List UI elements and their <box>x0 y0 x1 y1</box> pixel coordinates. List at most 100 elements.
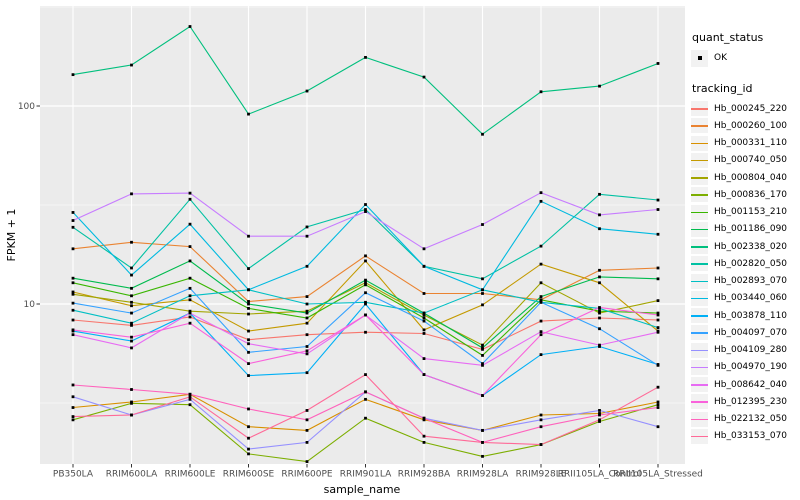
data-point <box>481 223 484 226</box>
data-point <box>305 428 309 432</box>
legend-item-Hb_001186_090: Hb_001186_090 <box>691 221 799 238</box>
data-point <box>598 213 601 217</box>
data-point <box>539 300 543 304</box>
data-point <box>598 268 601 272</box>
data-point <box>422 319 426 323</box>
data-point <box>598 327 601 331</box>
legend-item-label: Hb_003440_060 <box>714 293 788 304</box>
data-point <box>598 192 601 196</box>
data-point <box>247 267 250 270</box>
data-point <box>539 443 543 446</box>
series-Hb_000740_050 <box>71 259 660 333</box>
data-point <box>188 321 192 325</box>
legend-item-label: Hb_002820_050 <box>714 258 788 269</box>
data-point <box>364 259 367 263</box>
data-point <box>364 313 367 317</box>
data-point <box>656 313 660 317</box>
data-point <box>598 84 601 88</box>
data-point <box>305 264 309 268</box>
data-point <box>422 264 426 268</box>
series-Hb_022132_050 <box>71 383 660 444</box>
data-point <box>656 330 660 334</box>
data-point <box>130 63 133 67</box>
data-point <box>130 388 133 391</box>
data-point <box>656 198 660 202</box>
data-point <box>71 73 75 77</box>
data-point <box>481 363 484 367</box>
data-point <box>71 281 75 285</box>
legend-key-swatch <box>691 170 708 186</box>
y-tick-label: 10 <box>24 300 36 310</box>
data-point <box>656 311 660 315</box>
legend-item-label: Hb_000836_170 <box>714 189 788 200</box>
data-point <box>71 290 75 294</box>
y-tick-label: 100 <box>18 102 35 112</box>
legend-item-Hb_000245_220: Hb_000245_220 <box>691 100 799 117</box>
data-point <box>598 281 601 285</box>
data-point <box>364 55 367 59</box>
legend-item-label: Hb_004109_280 <box>714 345 788 356</box>
legend-line-icon <box>691 194 708 196</box>
data-point <box>364 291 367 295</box>
x-axis-title: sample_name <box>324 483 401 496</box>
series-Hb_000804_040 <box>71 281 660 347</box>
data-point <box>481 347 484 351</box>
data-point <box>598 316 601 320</box>
data-point <box>656 232 660 236</box>
legend-key-swatch <box>691 394 708 410</box>
data-point <box>247 338 250 342</box>
data-point <box>188 276 192 280</box>
legend-item-Hb_008642_040: Hb_008642_040 <box>691 376 799 393</box>
data-point <box>305 418 309 422</box>
legend-item-label: Hb_012395_230 <box>714 396 788 407</box>
series-Hb_004970_190 <box>71 191 660 251</box>
legend-item-Hb_003878_110: Hb_003878_110 <box>691 307 799 324</box>
data-point <box>305 333 309 337</box>
legend-item-Hb_004109_280: Hb_004109_280 <box>691 342 799 359</box>
x-tick-label: PB350LA <box>53 470 94 480</box>
legend-line-icon <box>691 366 708 369</box>
series-Hb_003440_060 <box>71 199 660 292</box>
data-point <box>247 302 250 306</box>
legend-item-label: Hb_001186_090 <box>714 224 788 235</box>
legend-item-label: Hb_033153_070 <box>714 431 788 442</box>
x-tick-label: RRIM600LE <box>165 470 216 480</box>
data-point <box>305 409 309 412</box>
data-point <box>364 208 367 211</box>
data-point <box>422 418 426 422</box>
data-point <box>305 371 309 375</box>
data-point <box>305 89 309 93</box>
data-point <box>364 283 367 287</box>
legend-item-Hb_002893_070: Hb_002893_070 <box>691 273 799 290</box>
data-point <box>539 418 543 422</box>
data-point <box>656 400 660 404</box>
legend-key-swatch <box>691 428 708 444</box>
legend-key-swatch <box>691 377 708 393</box>
data-point <box>71 247 75 251</box>
x-tick-label: RRIM600LA <box>106 470 158 480</box>
data-point <box>539 319 543 323</box>
legend-item-ok: OK <box>691 49 799 67</box>
data-point <box>247 312 250 316</box>
data-point <box>539 413 543 417</box>
legend-line-icon <box>691 297 708 300</box>
data-point <box>539 333 543 337</box>
legend-line-icon <box>691 246 708 248</box>
data-point <box>598 413 601 417</box>
data-point <box>481 454 484 458</box>
data-point <box>305 311 309 315</box>
legend-line-icon <box>691 384 708 386</box>
data-point <box>598 412 601 415</box>
data-point <box>188 392 192 396</box>
data-point <box>247 342 250 346</box>
data-point <box>481 288 484 292</box>
data-point <box>188 309 192 313</box>
legend-item-label: Hb_002338_020 <box>714 241 788 252</box>
data-point <box>71 308 75 312</box>
legend-item-label: Hb_004097_070 <box>714 327 788 338</box>
data-point <box>71 225 75 229</box>
data-point <box>481 343 484 347</box>
data-point <box>364 203 367 206</box>
y-axis-title: FPKM + 1 <box>5 209 18 262</box>
